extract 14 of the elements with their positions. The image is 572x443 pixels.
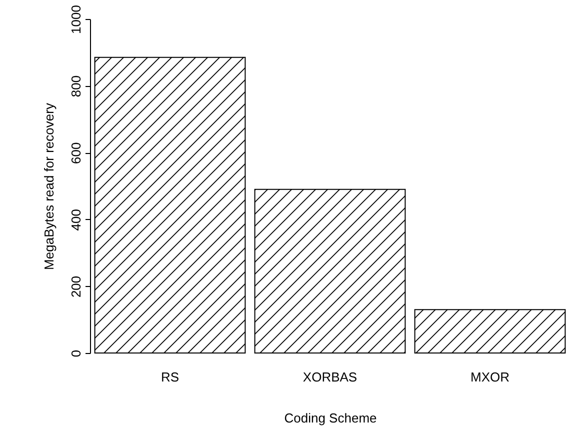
y-tick-label: 0 (68, 350, 84, 358)
y-tick-label: 800 (68, 75, 84, 98)
bar (414, 309, 566, 354)
y-tick-label: 600 (68, 142, 84, 164)
y-axis-title: MegaBytes read for recovery (42, 102, 56, 270)
y-tick-label: 1000 (68, 5, 84, 34)
x-tick-label: XORBAS (302, 370, 358, 384)
y-tick-label: 200 (68, 276, 84, 298)
bar (94, 56, 246, 354)
x-axis-title: Coding Scheme (284, 410, 377, 426)
bar (254, 188, 406, 354)
y-tick-label: 400 (68, 209, 84, 231)
x-tick-label: RS (160, 370, 180, 384)
x-tick-label: MXOR (470, 370, 510, 384)
